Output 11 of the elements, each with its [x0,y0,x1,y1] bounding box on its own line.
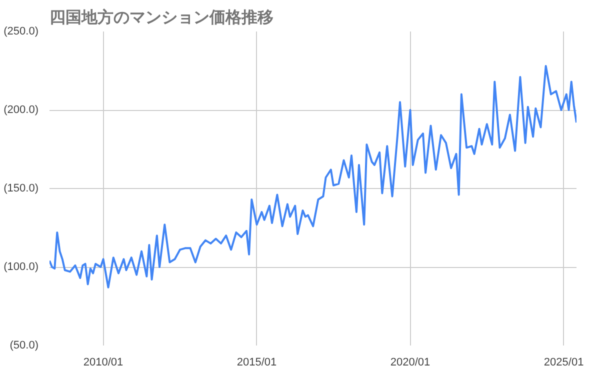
y-tick-label: (50.0) [10,340,39,352]
chart-title: 四国地方のマンション価格推移 [50,8,274,26]
x-tick-label: 2010/01 [83,356,124,368]
x-tick-label: 2025/01 [544,356,584,368]
x-tick-label: 2015/01 [236,356,277,368]
y-tick-label: (250.0) [4,26,39,38]
y-tick-label: (100.0) [4,261,39,273]
y-tick-label: (200.0) [4,104,39,116]
x-tick-label: 2020/01 [390,356,430,368]
line-series [50,65,576,288]
y-tick-label: (150.0) [4,182,39,194]
